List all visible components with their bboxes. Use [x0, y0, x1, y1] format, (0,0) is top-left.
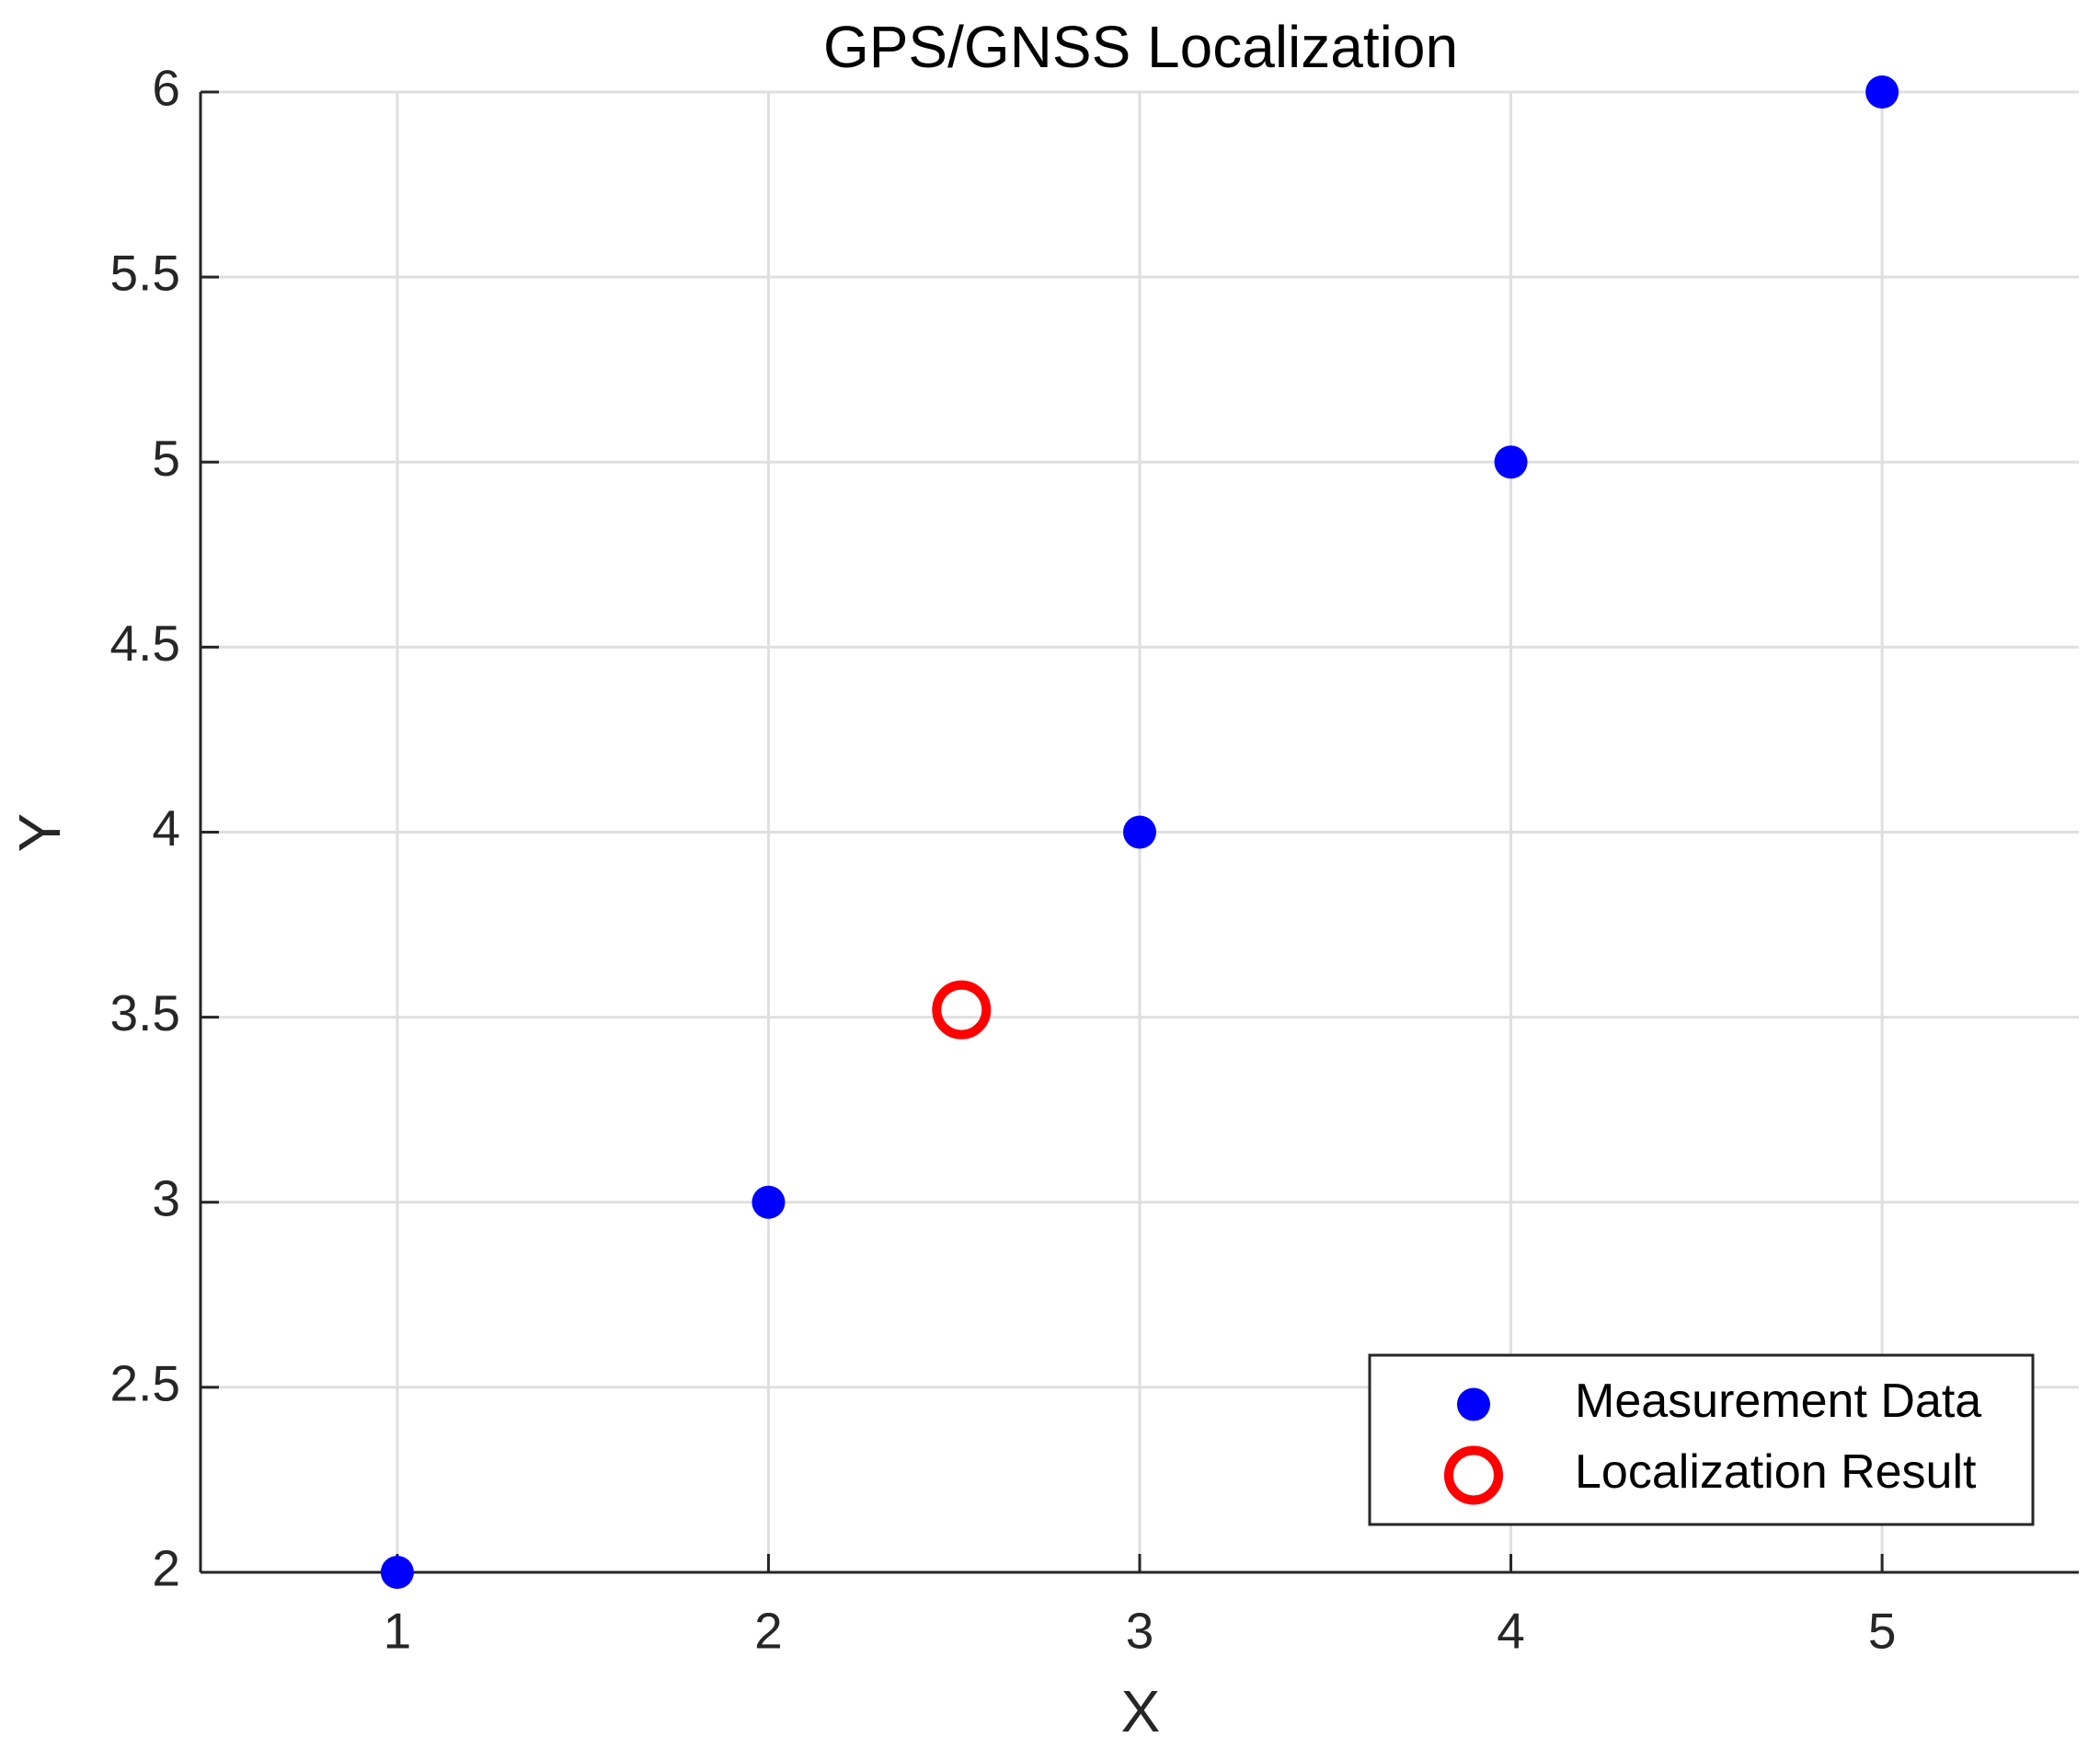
point: [932, 980, 992, 1040]
x-tick-label: 3: [1126, 1603, 1154, 1660]
y-tick-label: 5: [152, 430, 180, 487]
y-tick-label: 3: [152, 1169, 180, 1226]
x-tick-label: 1: [384, 1603, 412, 1660]
y-tick-label: 2: [152, 1540, 180, 1597]
y-tick-label: 4: [152, 799, 180, 857]
y-tick-label: 2.5: [110, 1354, 180, 1411]
y-tick-label: 5.5: [110, 245, 180, 302]
point: [1123, 815, 1156, 849]
legend-label: Localization Result: [1575, 1445, 1977, 1499]
point: [752, 1185, 786, 1219]
legend-label: Measurement Data: [1575, 1375, 1981, 1428]
y-axis-label: Y: [6, 813, 73, 853]
point: [1494, 445, 1528, 479]
x-axis-label: X: [1121, 1678, 1161, 1744]
x-tick-label: 4: [1497, 1603, 1525, 1660]
y-tick-label: 6: [152, 60, 180, 117]
chart-title: GPS/GNSS Localization: [823, 14, 1458, 80]
legend-marker: [1457, 1387, 1490, 1421]
legend-marker: [1444, 1445, 1503, 1505]
y-tick-label: 4.5: [110, 615, 180, 672]
point: [380, 1556, 414, 1589]
y-tick-label: 3.5: [110, 984, 180, 1041]
x-tick-label: 5: [1868, 1603, 1897, 1660]
x-tick-label: 2: [754, 1603, 783, 1660]
point: [1865, 75, 1899, 109]
